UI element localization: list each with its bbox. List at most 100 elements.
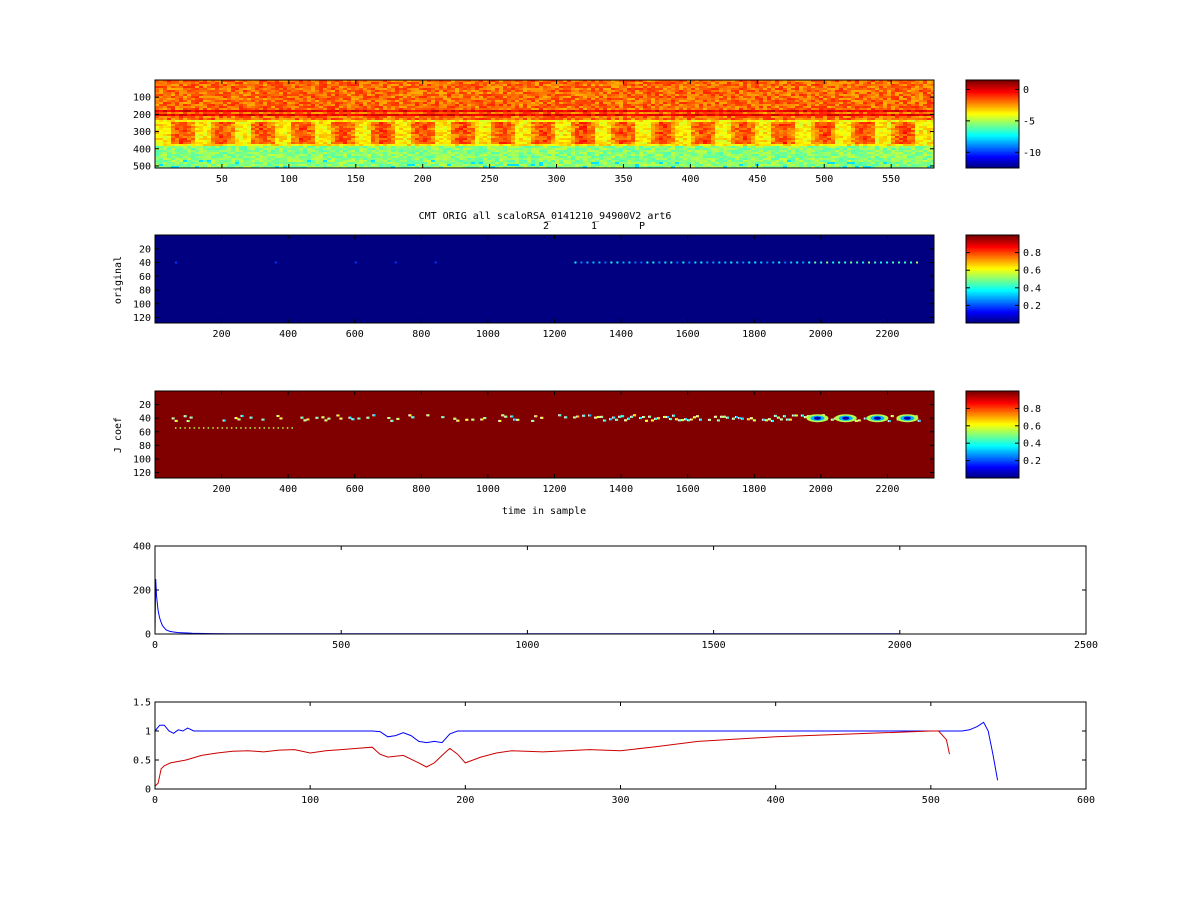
spectrogram-cell: [387, 82, 392, 85]
spectrogram-cell: [831, 126, 836, 129]
spectrogram-cell: [347, 124, 352, 127]
spectrogram-cell: [259, 102, 264, 105]
spectrogram-cell: [575, 120, 580, 123]
spectrogram-cell: [175, 126, 180, 129]
spectrogram-cell: [819, 82, 824, 85]
spectrogram-cell: [691, 98, 696, 101]
spectrogram-cell: [215, 114, 220, 117]
spectrogram-cell: [419, 112, 424, 115]
spectrogram-cell: [503, 102, 508, 105]
spectrogram-cell: [635, 80, 640, 83]
spectrogram-cell: [507, 108, 512, 111]
spectrogram-cell: [915, 94, 920, 97]
spectrogram-cell: [155, 108, 160, 111]
spectrogram-cell: [155, 118, 160, 121]
spectrogram-cell: [783, 92, 788, 95]
spectrogram-cell: [323, 90, 328, 93]
spectrogram-cell: [671, 90, 676, 93]
spectrogram-cell: [775, 110, 780, 113]
spectrogram-cell: [295, 98, 300, 101]
spectrogram-cell: [743, 94, 748, 97]
spectrogram-cell: [491, 88, 496, 91]
spectrogram-cell: [731, 90, 736, 93]
spectrogram-cell: [423, 82, 428, 85]
spectrogram-cell: [731, 96, 736, 99]
spectrogram-cell: [167, 106, 172, 109]
spectrogram-cell: [371, 82, 376, 85]
spectrogram-cell: [619, 90, 624, 93]
spectrogram-cell: [687, 84, 692, 87]
spectrogram-cell: [611, 104, 616, 107]
spectrogram-cell: [731, 122, 736, 125]
spectrogram-cell: [755, 104, 760, 107]
spectrogram-cell: [743, 84, 748, 87]
spectrogram-cell: [211, 82, 216, 85]
spectrogram-cell: [803, 124, 808, 127]
spectrogram-cell: [387, 96, 392, 99]
spectrogram-cell: [595, 102, 600, 105]
spectrogram-cell: [359, 100, 364, 103]
spectrogram-cell: [891, 122, 896, 125]
spectrogram-cell: [595, 86, 600, 89]
spectrogram-cell: [467, 86, 472, 89]
spectrogram-cell: [407, 92, 412, 95]
spectrogram-cell: [715, 118, 720, 121]
spectrogram-cell: [287, 108, 292, 111]
spectrogram-cell: [563, 86, 568, 89]
spectrogram-cell: [247, 102, 252, 105]
spectrogram-cell: [727, 96, 732, 99]
spectrogram-cell: [251, 114, 256, 117]
spectrogram-cell: [207, 90, 212, 93]
spectrogram-cell: [475, 82, 480, 85]
spectrogram-cell: [919, 90, 924, 93]
spectrogram-cell: [591, 100, 596, 103]
spectrogram-cell: [927, 110, 932, 113]
spectrogram-cell: [691, 114, 696, 117]
spectrogram-cell: [159, 96, 164, 99]
spectrogram-cell: [851, 86, 856, 89]
spectrogram-cell: [831, 128, 836, 131]
spectrogram-cell: [175, 110, 180, 113]
spectrogram-cell: [839, 128, 844, 131]
spectrogram-cell: [907, 128, 912, 131]
spectrogram-cell: [427, 116, 432, 119]
spectrogram-cell: [519, 96, 524, 99]
spectrogram-cell: [559, 124, 564, 127]
spectrogram-cell: [675, 126, 680, 129]
spectrogram-cell: [563, 82, 568, 85]
spectrogram-cell: [231, 114, 236, 117]
spectrogram-cell: [727, 80, 732, 83]
spectrogram-cell: [735, 120, 740, 123]
spectrogram-cell: [391, 96, 396, 99]
spectrogram-cell: [311, 116, 316, 119]
spectrogram-cell: [639, 122, 644, 125]
spectrogram-cell: [219, 116, 224, 119]
spectrogram-cell: [927, 96, 932, 99]
spectrogram-cell: [423, 92, 428, 95]
spectrogram-cell: [691, 92, 696, 95]
spectrogram-cell: [391, 92, 396, 95]
spectrogram-cell: [767, 102, 772, 105]
spectrogram-cell: [887, 102, 892, 105]
spectrogram-cell: [643, 84, 648, 87]
spectrogram-cell: [335, 126, 340, 129]
spectrogram-cell: [511, 88, 516, 91]
spectrogram-cell: [643, 124, 648, 127]
spectrogram-cell: [747, 104, 752, 107]
spectrogram-cell: [547, 120, 552, 123]
spectrogram-cell: [931, 84, 934, 87]
spectrogram-cell: [159, 120, 164, 123]
spectrogram-cell: [243, 104, 248, 107]
spectrogram-cell: [787, 94, 792, 97]
spectrogram-cell: [191, 120, 196, 123]
spectrogram-cell: [615, 100, 620, 103]
spectrogram-cell: [895, 102, 900, 105]
spectrogram-cell: [719, 126, 724, 129]
spectrogram-cell: [847, 112, 852, 115]
spectrogram-cell: [563, 114, 568, 117]
spectrogram-cell: [643, 118, 648, 121]
spectrogram-cell: [287, 116, 292, 119]
spectrogram-cell: [579, 90, 584, 93]
spectrogram-cell: [259, 112, 264, 115]
spectrogram-cell: [623, 112, 628, 115]
